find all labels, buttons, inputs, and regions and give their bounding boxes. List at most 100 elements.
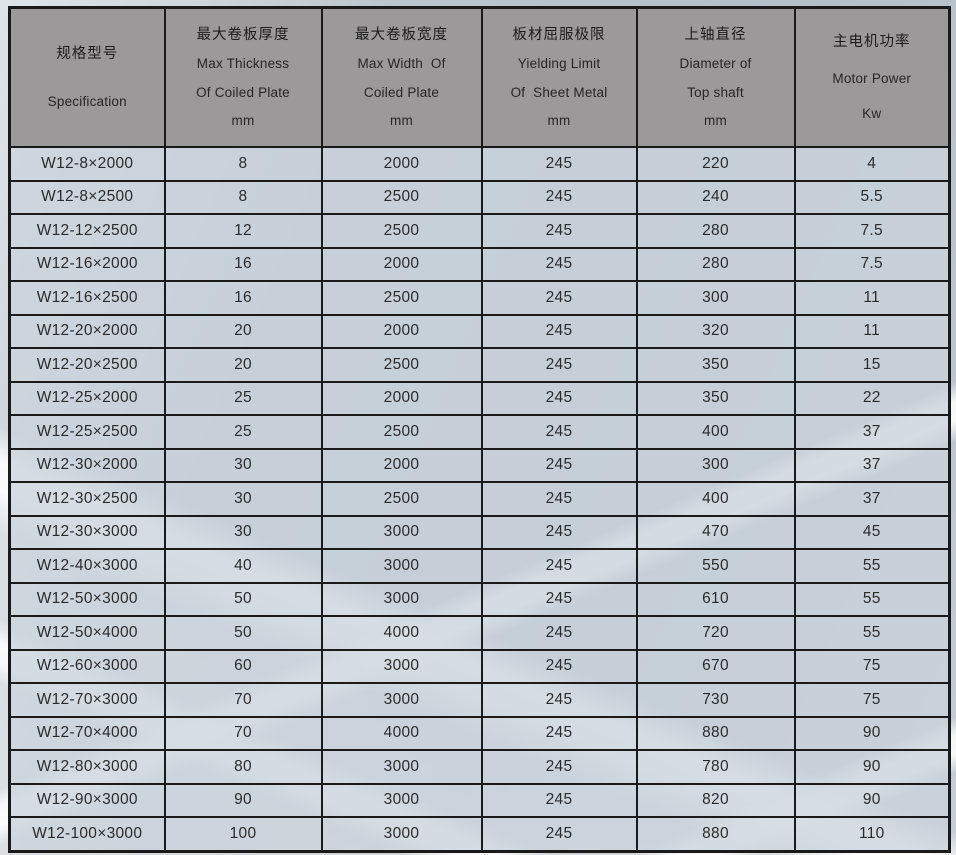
header-label-zh: 板材屈服极限 bbox=[512, 26, 606, 43]
value-cell: 4 bbox=[793, 146, 951, 182]
value-cell: 245 bbox=[480, 213, 638, 249]
table-row: W12-50×3000 50 3000 245 610 55 bbox=[8, 581, 951, 617]
value-cell: 280 bbox=[635, 246, 796, 282]
value-cell: 245 bbox=[480, 581, 638, 617]
value-cell: 8 bbox=[163, 179, 323, 215]
value-cell: 2500 bbox=[320, 347, 483, 383]
header-label-en: Yielding Limit bbox=[517, 56, 601, 72]
value-cell: 5.5 bbox=[793, 179, 951, 215]
column-header: 规格型号 Specification bbox=[8, 6, 166, 148]
table-row: W12-8×2500 8 2500 245 240 5.5 bbox=[8, 179, 951, 215]
value-cell: 300 bbox=[635, 447, 796, 483]
value-cell: 400 bbox=[635, 414, 796, 450]
value-cell: 820 bbox=[635, 782, 796, 818]
value-cell: 245 bbox=[480, 447, 638, 483]
table-row: W12-8×2000 8 2000 245 220 4 bbox=[8, 146, 951, 182]
value-cell: 320 bbox=[635, 313, 796, 349]
value-cell: 880 bbox=[635, 715, 796, 751]
value-cell: 550 bbox=[635, 548, 796, 584]
table-row: W12-70×3000 70 3000 245 730 75 bbox=[8, 682, 951, 718]
header-label-en: Max Thickness bbox=[196, 56, 290, 72]
value-cell: 50 bbox=[163, 615, 323, 651]
value-cell: 3000 bbox=[320, 581, 483, 617]
value-cell: 75 bbox=[793, 648, 951, 684]
header-label-zh: 规格型号 bbox=[56, 45, 119, 62]
value-cell: 2000 bbox=[320, 380, 483, 416]
spec-model-cell: W12-80×3000 bbox=[8, 749, 166, 785]
value-cell: 880 bbox=[635, 816, 796, 852]
header-row: 规格型号 Specification 最大卷板厚度 Max Thickness Of C… bbox=[8, 6, 951, 148]
column-header: 上轴直径 Diameter of Top shaft mm bbox=[635, 6, 796, 148]
header-label-en: mm bbox=[704, 113, 727, 129]
column-header: 板材屈服极限 Yielding Limit Of Sheet Metal mm bbox=[480, 6, 638, 148]
value-cell: 60 bbox=[163, 648, 323, 684]
value-cell: 245 bbox=[480, 816, 638, 852]
table-row: W12-80×3000 80 3000 245 780 90 bbox=[8, 749, 951, 785]
value-cell: 245 bbox=[480, 615, 638, 651]
table-row: W12-60×3000 60 3000 245 670 75 bbox=[8, 648, 951, 684]
value-cell: 245 bbox=[480, 414, 638, 450]
value-cell: 22 bbox=[793, 380, 951, 416]
value-cell: 245 bbox=[480, 749, 638, 785]
header-label-zh: 最大卷板厚度 bbox=[196, 26, 290, 43]
column-header: 最大卷板厚度 Max Thickness Of Coiled Plate mm bbox=[163, 6, 323, 148]
value-cell: 2500 bbox=[320, 213, 483, 249]
value-cell: 220 bbox=[635, 146, 796, 182]
header-label-en: Motor Power bbox=[832, 70, 912, 86]
value-cell: 45 bbox=[793, 514, 951, 550]
value-cell: 245 bbox=[480, 682, 638, 718]
table-row: W12-100×3000 100 3000 245 880 110 bbox=[8, 816, 951, 852]
table-row: W12-50×4000 50 4000 245 720 55 bbox=[8, 615, 951, 651]
table-row: W12-30×3000 30 3000 245 470 45 bbox=[8, 514, 951, 550]
table-body: W12-8×2000 8 2000 245 220 4 W12-8×2500 8 2500 245… bbox=[8, 146, 951, 852]
value-cell: 12 bbox=[163, 213, 323, 249]
value-cell: 11 bbox=[793, 313, 951, 349]
value-cell: 350 bbox=[635, 380, 796, 416]
value-cell: 20 bbox=[163, 347, 323, 383]
spec-model-cell: W12-20×2000 bbox=[8, 313, 166, 349]
value-cell: 37 bbox=[793, 447, 951, 483]
header-label-zh: 最大卷板宽度 bbox=[355, 26, 448, 43]
value-cell: 8 bbox=[163, 146, 323, 182]
spec-model-cell: W12-20×2500 bbox=[8, 347, 166, 383]
value-cell: 240 bbox=[635, 179, 796, 215]
spec-model-cell: W12-40×3000 bbox=[8, 548, 166, 584]
value-cell: 7.5 bbox=[793, 246, 951, 282]
value-cell: 55 bbox=[793, 581, 951, 617]
value-cell: 245 bbox=[480, 380, 638, 416]
header-label-en: Specification bbox=[47, 94, 127, 110]
value-cell: 245 bbox=[480, 146, 638, 182]
value-cell: 245 bbox=[480, 514, 638, 550]
table-row: W12-70×4000 70 4000 245 880 90 bbox=[8, 715, 951, 751]
value-cell: 245 bbox=[480, 246, 638, 282]
value-cell: 70 bbox=[163, 715, 323, 751]
value-cell: 40 bbox=[163, 548, 323, 584]
value-cell: 2000 bbox=[320, 146, 483, 182]
value-cell: 2000 bbox=[320, 313, 483, 349]
value-cell: 730 bbox=[635, 682, 796, 718]
value-cell: 245 bbox=[480, 648, 638, 684]
header-label-en: Of Sheet Metal bbox=[510, 84, 608, 100]
header-label-en: mm bbox=[547, 113, 571, 129]
table-row: W12-12×2500 12 2500 245 280 7.5 bbox=[8, 213, 951, 249]
spec-model-cell: W12-50×3000 bbox=[8, 581, 166, 617]
table-row: W12-16×2000 16 2000 245 280 7.5 bbox=[8, 246, 951, 282]
column-header: 主电机功率 Motor Power Kw bbox=[793, 6, 951, 148]
spec-model-cell: W12-100×3000 bbox=[8, 816, 166, 852]
value-cell: 3000 bbox=[320, 782, 483, 818]
value-cell: 245 bbox=[480, 548, 638, 584]
value-cell: 720 bbox=[635, 615, 796, 651]
value-cell: 50 bbox=[163, 581, 323, 617]
spec-model-cell: W12-8×2000 bbox=[8, 146, 166, 182]
spec-model-cell: W12-30×3000 bbox=[8, 514, 166, 550]
spec-model-cell: W12-70×4000 bbox=[8, 715, 166, 751]
value-cell: 2500 bbox=[320, 481, 483, 517]
header-label-en: Max Width Of bbox=[357, 56, 446, 72]
value-cell: 90 bbox=[793, 782, 951, 818]
table-row: W12-20×2000 20 2000 245 320 11 bbox=[8, 313, 951, 349]
value-cell: 4000 bbox=[320, 615, 483, 651]
value-cell: 350 bbox=[635, 347, 796, 383]
header-label-en: Coiled Plate bbox=[363, 84, 440, 100]
spec-model-cell: W12-8×2500 bbox=[8, 179, 166, 215]
